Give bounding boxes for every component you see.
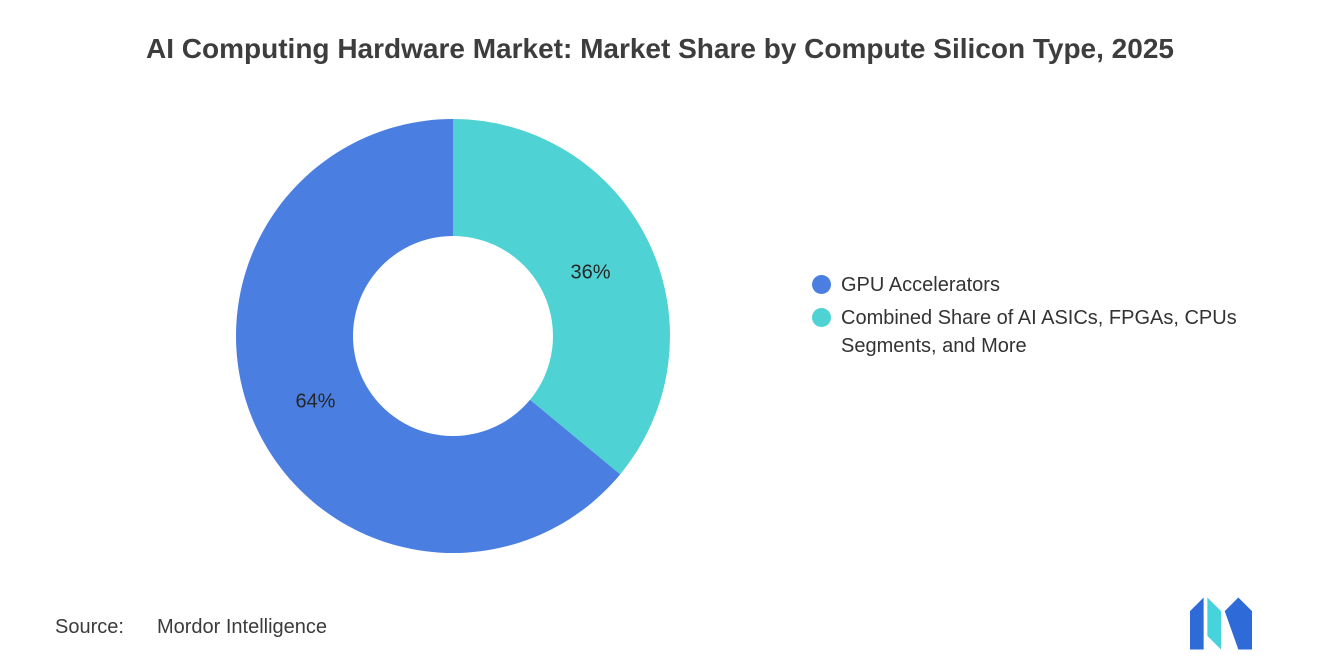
logo-left-stroke — [1190, 597, 1204, 650]
source-row: Source: Mordor Intelligence — [55, 616, 327, 639]
pie-data-label-gpu-accelerators: 64% — [295, 391, 335, 413]
source-label: Source: — [55, 616, 124, 638]
legend-swatch-combined-share — [812, 308, 831, 327]
legend-swatch-gpu-accelerators — [812, 275, 831, 294]
legend-label-combined-share: Combined Share of AI ASICs, FPGAs, CPUs … — [841, 307, 1237, 357]
legend-item-combined-share[interactable]: Combined Share of AI ASICs, FPGAs, CPUs … — [812, 304, 1286, 360]
legend: GPU Accelerators Combined Share of AI AS… — [812, 271, 1286, 360]
source-value: Mordor Intelligence — [156, 616, 328, 638]
pie-data-label-combined-share-of-ai-asics-fpgas-cpus-segments-and-more: 36% — [571, 261, 611, 283]
logo-right-stroke — [1224, 597, 1252, 650]
legend-item-gpu-accelerators[interactable]: GPU Accelerators — [812, 271, 1286, 299]
mordor-intelligence-logo — [1190, 597, 1252, 650]
pie-segment-combined-share-of-ai-asics-fpgas-cpus-segments-and-more[interactable] — [453, 119, 670, 475]
donut-chart[interactable]: 36% 64% — [233, 116, 673, 556]
chart-title: AI Computing Hardware Market: Market Sha… — [146, 33, 1174, 64]
logo-middle-stroke — [1207, 597, 1221, 650]
legend-label-gpu-accelerators: GPU Accelerators — [841, 274, 1000, 296]
pie-segment-gpu-accelerators[interactable] — [235, 119, 621, 553]
